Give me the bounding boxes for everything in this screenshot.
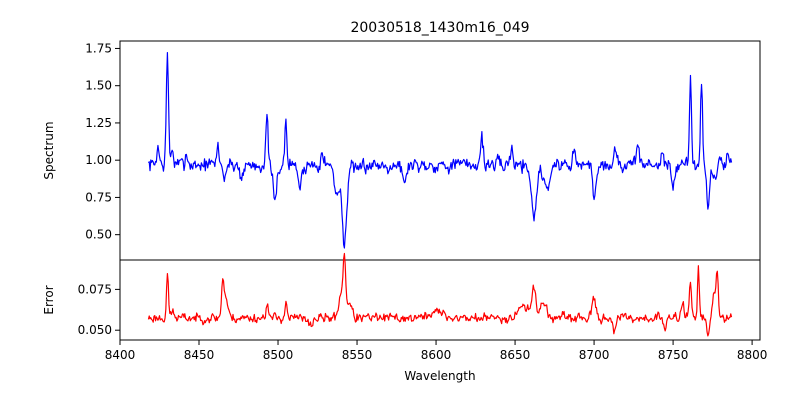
- spectrum-axes-frame: [119, 40, 761, 261]
- spectrum-y-tick-label: 1.25: [85, 116, 112, 130]
- error-y-ticks: 0.050 0.075: [78, 282, 120, 337]
- x-tick-label: 8700: [579, 348, 610, 362]
- error-y-tick-label: 0.050: [78, 323, 112, 337]
- error-y-tick-label: 0.075: [78, 282, 112, 296]
- spectrum-series-line: [147, 51, 733, 249]
- spectrum-y-tick-label: 1.00: [85, 153, 112, 167]
- x-tick-label: 8800: [737, 348, 768, 362]
- spectrum-y-ticks: 0.50 0.75 1.00 1.25 1.50 1.75: [85, 41, 120, 242]
- x-tick-label: 8650: [500, 348, 531, 362]
- error-y-label: Error: [42, 285, 56, 314]
- spectrum-y-tick-label: 1.50: [85, 79, 112, 93]
- x-tick-label: 8500: [263, 348, 294, 362]
- x-axis-ticks: 8400 8450 8500 8550 8600 8650 8700 8750 8800: [105, 340, 768, 362]
- x-tick-label: 8600: [421, 348, 452, 362]
- x-tick-label: 8750: [658, 348, 689, 362]
- x-tick-label: 8400: [105, 348, 136, 362]
- spectrum-y-label: Spectrum: [42, 121, 56, 179]
- error-series-line: [147, 252, 733, 337]
- error-axes-frame: [119, 259, 761, 341]
- error-panel: 0.050 0.075 Error: [42, 252, 761, 341]
- spectrum-y-tick-label: 0.50: [85, 228, 112, 242]
- chart-title: 20030518_1430m16_049: [350, 20, 529, 36]
- x-axis-label: Wavelength: [404, 369, 475, 383]
- spectrum-y-tick-label: 1.75: [85, 41, 112, 55]
- x-tick-label: 8450: [184, 348, 215, 362]
- spectrum-y-tick-label: 0.75: [85, 190, 112, 204]
- spectrum-panel: 0.50 0.75 1.00 1.25 1.50 1.75 Spectrum: [42, 40, 761, 261]
- x-tick-label: 8550: [342, 348, 373, 362]
